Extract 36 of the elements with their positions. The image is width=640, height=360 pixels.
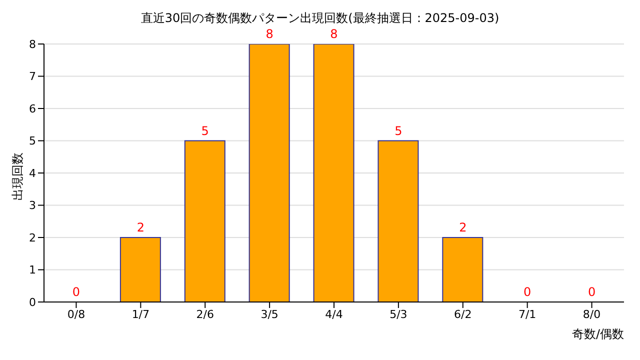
data-label: 0	[524, 285, 532, 299]
y-tick-label: 4	[29, 166, 36, 180]
x-tick-label: 0/8	[67, 308, 86, 321]
x-tick-label: 8/0	[582, 308, 601, 321]
data-label: 2	[459, 220, 467, 234]
y-tick-label: 1	[29, 264, 36, 277]
data-label: 0	[72, 285, 80, 299]
x-tick-label: 1/7	[132, 308, 150, 321]
bar	[184, 140, 226, 302]
x-tick-label: 2/6	[196, 308, 214, 321]
x-tick-label: 6/2	[454, 308, 472, 321]
bar	[248, 44, 290, 302]
y-tick-label: 8	[29, 38, 36, 51]
bar	[378, 140, 419, 302]
x-tick-label: 4/4	[325, 308, 343, 321]
chart-title: 直近30回の奇数偶数パターン出現回数(最終抽選日：2025-09-03)	[140, 10, 500, 27]
y-tick-label: 3	[29, 199, 36, 212]
y-tick-label: 5	[29, 134, 36, 148]
x-axis-title: 奇数/偶数	[572, 326, 624, 343]
data-label: 8	[266, 27, 274, 41]
data-label: 0	[588, 285, 596, 299]
data-label: 5	[201, 124, 209, 138]
y-tick-label: 2	[29, 231, 36, 244]
bar	[120, 237, 161, 302]
y-tick-label: 0	[29, 296, 36, 309]
bar	[442, 237, 484, 302]
data-label: 8	[330, 27, 338, 41]
y-tick-label: 6	[29, 102, 36, 116]
x-tick-label: 7/1	[518, 308, 536, 321]
x-tick-label: 5/3	[390, 308, 408, 321]
y-tick-label: 7	[29, 70, 36, 84]
x-tick-label: 3/5	[260, 308, 278, 321]
y-axis-title: 出現回数	[10, 152, 26, 202]
bar	[313, 44, 354, 302]
data-label: 5	[394, 124, 402, 138]
data-label: 2	[136, 220, 144, 234]
